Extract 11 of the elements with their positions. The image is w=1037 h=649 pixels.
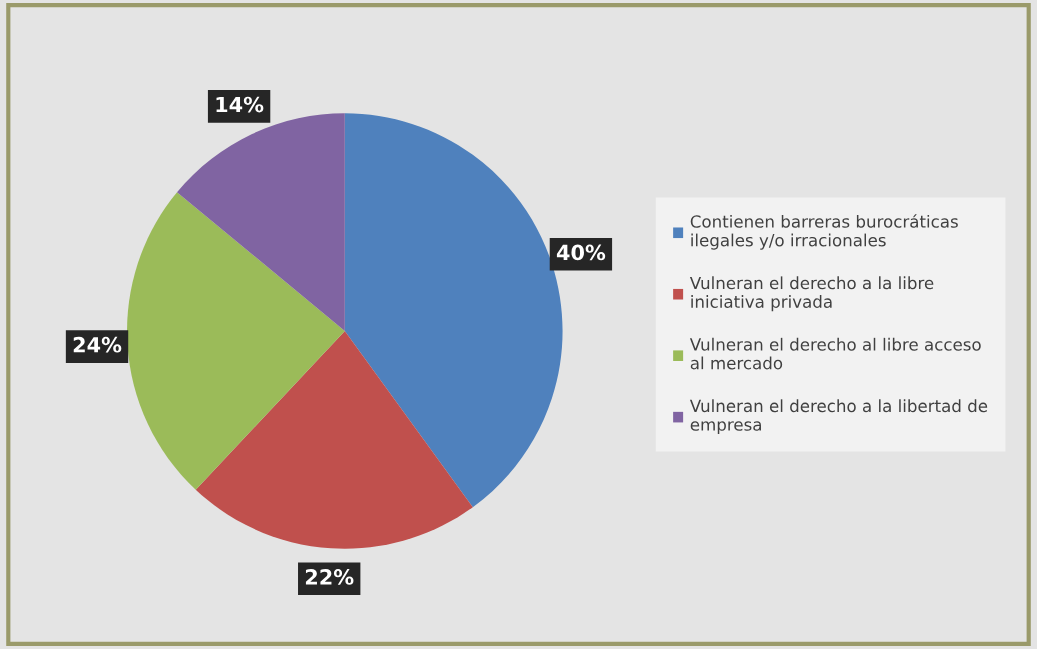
data-label: 24% (73, 336, 122, 353)
pie-slice (127, 192, 345, 490)
data-label: 22% (305, 569, 354, 585)
legend-label: Vulneran el derecho a la libre iniciativa privada (689, 276, 934, 312)
data-label: 40% (556, 244, 606, 261)
pie-slice (195, 330, 473, 549)
legend-label: Vulneran el derecho al libre acceso al mercado (689, 337, 981, 370)
pie-slice (177, 113, 345, 331)
data-label: 14% (216, 96, 264, 113)
legend-label: Contienen barreras burocráticas ilegales y/o irracionales (690, 214, 958, 250)
legend-label: Vulneran el derecho a la libertad de empresa (689, 399, 988, 435)
